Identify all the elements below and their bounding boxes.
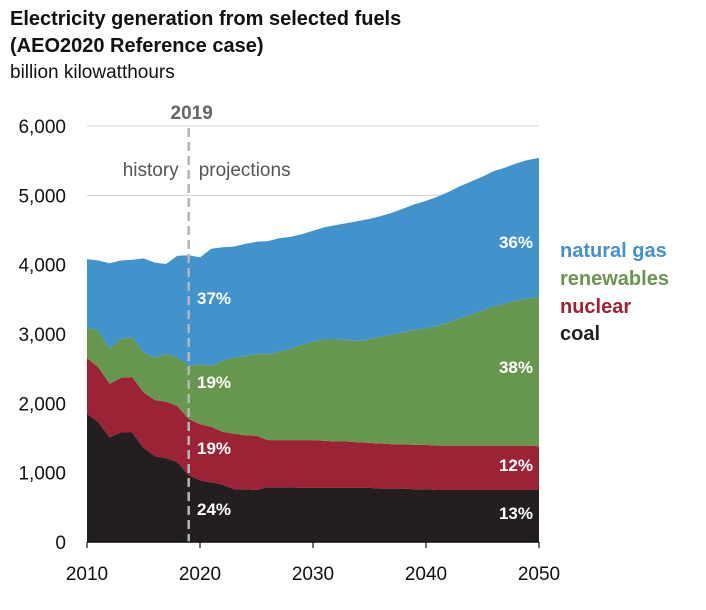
x-tick-label: 2050 <box>518 564 560 585</box>
axes: 0 1,000 2,000 3,000 4,000 5,000 6,000 2010 2020 2… <box>18 117 560 585</box>
share-label: 19% <box>197 439 231 458</box>
y-tick-label: 6,000 <box>18 117 66 138</box>
area-nuclear <box>87 357 539 490</box>
x-tick-label: 2030 <box>292 564 334 585</box>
share-label: 19% <box>197 373 231 392</box>
history-label: history <box>123 160 179 181</box>
legend-nuclear: nuclear <box>560 296 631 318</box>
share-label: 37% <box>197 289 231 308</box>
chart-title-line2: (AEO2020 Reference case) <box>10 35 264 57</box>
share-label: 24% <box>197 500 231 519</box>
share-label: 36% <box>499 233 533 252</box>
chart-title: Electricity generation from selected fue… <box>10 6 401 60</box>
y-tick-label: 0 <box>55 533 66 554</box>
chart-subtitle: billion kilowatthours <box>10 62 175 83</box>
divider-year-label: 2019 <box>171 103 213 124</box>
share-label: 13% <box>499 504 533 523</box>
area-renewables <box>87 296 539 447</box>
share-annotations: 37% 19% 19% 24% 36% 38% 12% 13% <box>197 233 533 523</box>
legend-coal: coal <box>560 323 600 345</box>
projections-label: projections <box>199 160 291 181</box>
y-tick-label: 2,000 <box>18 394 66 415</box>
legend-natural-gas: natural gas <box>560 240 667 262</box>
y-tick-label: 5,000 <box>18 186 66 207</box>
share-label: 12% <box>499 456 533 475</box>
projection-divider: 2019 history projections <box>123 103 291 542</box>
area-coal <box>87 413 539 542</box>
share-label: 38% <box>499 358 533 377</box>
x-tick-label: 2010 <box>66 564 108 585</box>
area-natural-gas <box>87 157 539 366</box>
legend: natural gas renewables nuclear coal <box>560 240 669 345</box>
x-tick-label: 2020 <box>179 564 221 585</box>
legend-renewables: renewables <box>560 268 669 290</box>
chart-title-line1: Electricity generation from selected fue… <box>10 8 402 30</box>
y-tick-label: 4,000 <box>18 256 66 277</box>
y-tick-label: 3,000 <box>18 325 66 346</box>
y-tick-label: 1,000 <box>18 464 66 485</box>
area-series <box>87 157 539 542</box>
x-tick-label: 2040 <box>405 564 447 585</box>
